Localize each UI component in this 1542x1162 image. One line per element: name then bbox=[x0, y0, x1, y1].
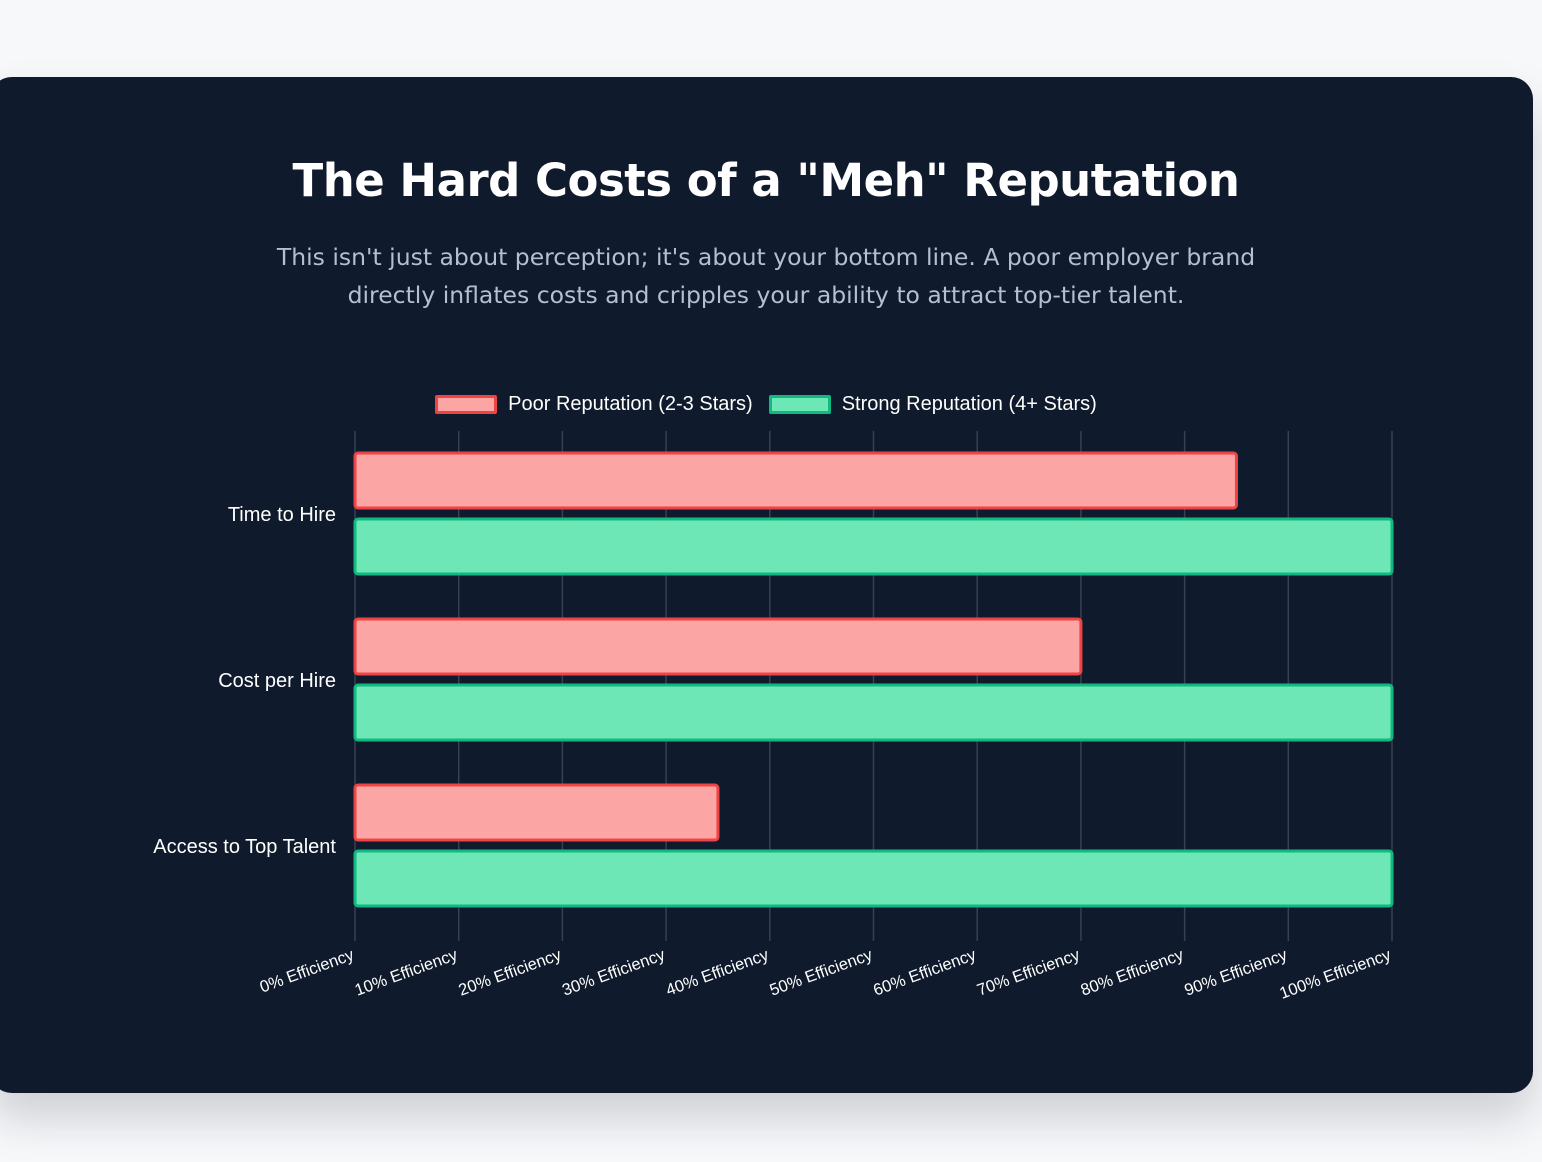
x-tick-label: 70% Efficiency bbox=[975, 946, 1083, 1000]
bar-strong bbox=[353, 517, 1394, 576]
legend-label-strong: Strong Reputation (4+ Stars) bbox=[841, 392, 1097, 415]
x-tick-label: 50% Efficiency bbox=[767, 946, 875, 1000]
bar-poor bbox=[353, 617, 1083, 676]
x-tick-label: 90% Efficiency bbox=[1182, 946, 1290, 1000]
bar-strong bbox=[353, 683, 1394, 742]
bar-poor bbox=[353, 451, 1238, 510]
legend-label-poor: Poor Reputation (2-3 Stars) bbox=[508, 392, 753, 415]
x-tick-label: 10% Efficiency bbox=[352, 946, 460, 1000]
page-subtitle: This isn't just about perception; it's a… bbox=[276, 243, 1256, 309]
x-tick-label: 0% Efficiency bbox=[257, 946, 357, 997]
chart-legend: Poor Reputation (2-3 Stars) Strong Reput… bbox=[0, 388, 1532, 420]
chart-card bbox=[0, 77, 1533, 1093]
legend-swatch-poor bbox=[435, 394, 498, 414]
legend-item-strong[interactable]: Strong Reputation (4+ Stars) bbox=[768, 392, 1097, 416]
x-tick-label: 30% Efficiency bbox=[560, 946, 668, 1000]
bar-strong bbox=[353, 849, 1394, 908]
y-category-label: Time to Hire bbox=[228, 504, 336, 526]
y-category-label: Cost per Hire bbox=[218, 670, 336, 692]
legend-item-poor[interactable]: Poor Reputation (2-3 Stars) bbox=[435, 393, 753, 416]
x-tick-label: 20% Efficiency bbox=[456, 946, 564, 1000]
x-tick-label: 40% Efficiency bbox=[664, 946, 772, 1000]
bar-poor bbox=[353, 783, 720, 842]
page-title: The Hard Costs of a "Meh" Reputation bbox=[292, 154, 1240, 207]
legend-swatch-strong bbox=[768, 394, 831, 414]
x-tick-label: 80% Efficiency bbox=[1078, 946, 1186, 1000]
x-tick-label: 60% Efficiency bbox=[871, 946, 979, 1000]
x-tick-label: 100% Efficiency bbox=[1277, 946, 1394, 1003]
y-category-label: Access to Top Talent bbox=[153, 836, 336, 858]
